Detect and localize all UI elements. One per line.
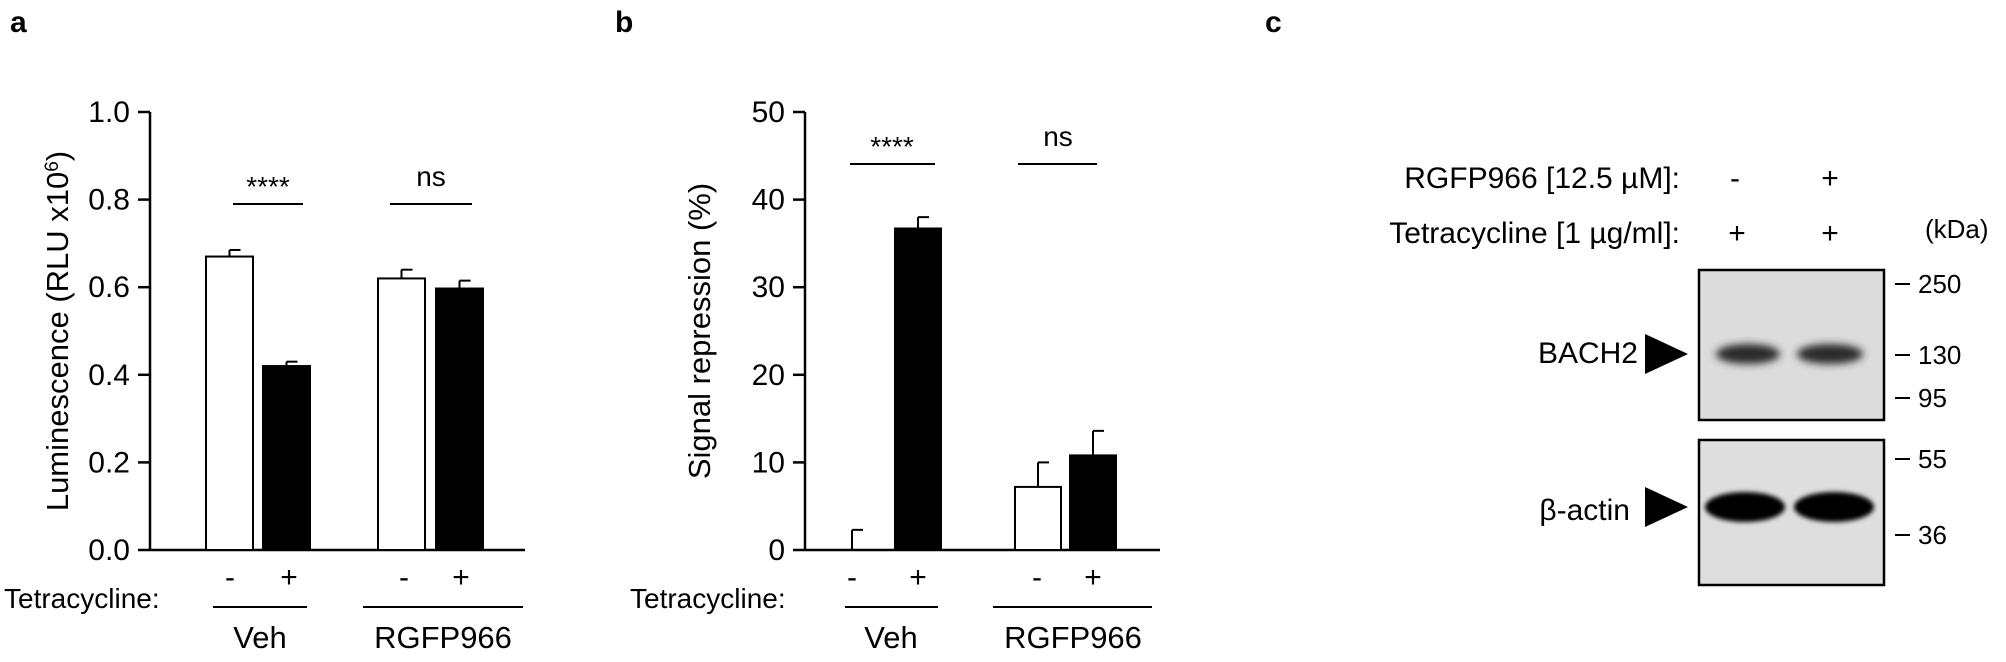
blot-lane1-rgfp-sign: - bbox=[1730, 162, 1740, 195]
treatment-label-tetracycline: Tetracycline [1 µg/ml]: bbox=[1389, 217, 1680, 250]
tet-sign-b-2: + bbox=[909, 561, 927, 594]
bars-a bbox=[205, 248, 484, 552]
group-label-veh-b: Veh bbox=[864, 620, 917, 655]
tet-sign-b-1: - bbox=[847, 561, 857, 594]
group-label-rgfp-b: RGFP966 bbox=[1004, 620, 1142, 655]
bar-a-2 bbox=[377, 277, 426, 551]
tet-sign-b-3: - bbox=[1032, 561, 1042, 594]
band-bach2-lane1 bbox=[1716, 344, 1780, 364]
protein-label-bach2: BACH2 bbox=[1538, 337, 1638, 370]
blot-bach2 bbox=[1697, 268, 1886, 422]
bar-a-1 bbox=[262, 365, 311, 552]
panel-letter-b: b bbox=[615, 6, 633, 39]
band-bach2-lane2 bbox=[1797, 344, 1863, 364]
tetracycline-row-label-b: Tetracycline: bbox=[630, 583, 786, 614]
bar-a-0 bbox=[205, 255, 254, 551]
sig-label-veh-a: **** bbox=[246, 171, 290, 202]
marker-55: 55 bbox=[1918, 444, 1947, 474]
y-tick-label-b-3: 30 bbox=[752, 271, 785, 304]
tet-sign-a-3: - bbox=[399, 561, 409, 594]
panel-letter-c: c bbox=[1265, 6, 1282, 39]
tet-sign-b-4: + bbox=[1084, 561, 1102, 594]
y-ticks-a: 0.0 0.2 0.4 0.6 0.8 1.0 bbox=[88, 96, 150, 567]
y-tick-label-a-1: 0.2 bbox=[88, 446, 130, 479]
y-tick-label-a-2: 0.4 bbox=[88, 359, 130, 392]
y-tick-label-a-3: 0.6 bbox=[88, 271, 130, 304]
y-tick-label-a-5: 1.0 bbox=[88, 96, 130, 129]
arrowhead-bach2-icon bbox=[1645, 334, 1688, 374]
bar-b-3 bbox=[1069, 454, 1117, 551]
panel-a: a 0.0 0.2 0.4 0.6 0.8 1.0 Luminescence (RLU x… bbox=[4, 6, 525, 655]
group-label-rgfp-a: RGFP966 bbox=[374, 620, 512, 655]
y-tick-label-b-4: 40 bbox=[752, 184, 785, 217]
sig-label-rgfp-a: ns bbox=[416, 161, 446, 192]
blot-lane2-rgfp-sign: + bbox=[1821, 162, 1839, 195]
marker-95: 95 bbox=[1918, 383, 1947, 413]
y-tick-label-b-0: 0 bbox=[768, 534, 785, 567]
panel-letter-a: a bbox=[10, 6, 27, 39]
bars-b bbox=[851, 216, 1117, 552]
y-axis-label-a: Luminescence (RLU x106) bbox=[40, 151, 75, 511]
blot-lane1-tet-sign: + bbox=[1728, 217, 1746, 250]
band-actin-lane2 bbox=[1794, 492, 1874, 522]
kda-unit-label: (kDa) bbox=[1925, 214, 1989, 244]
tet-sign-a-1: - bbox=[225, 561, 235, 594]
protein-label-beta-actin: β-actin bbox=[1539, 494, 1630, 527]
tetracycline-row-label-a: Tetracycline: bbox=[4, 583, 160, 614]
bar-a-3 bbox=[435, 287, 484, 551]
panel-b: b 0 10 20 30 40 50 Signal repression (%) ****… bbox=[615, 6, 1160, 655]
y-tick-label-a-0: 0.0 bbox=[88, 534, 130, 567]
panel-c: c RGFP966 [12.5 µM]: - + Tetracycline [1… bbox=[1265, 6, 1989, 587]
band-actin-lane1 bbox=[1705, 492, 1785, 522]
bar-b-2 bbox=[1014, 485, 1062, 552]
y-tick-label-b-2: 20 bbox=[752, 359, 785, 392]
bar-b-1 bbox=[894, 227, 942, 551]
marker-36: 36 bbox=[1918, 520, 1947, 550]
sig-label-rgfp-b: ns bbox=[1043, 121, 1073, 152]
marker-250: 250 bbox=[1918, 269, 1961, 299]
blot-lane2-tet-sign: + bbox=[1821, 217, 1839, 250]
y-tick-label-a-4: 0.8 bbox=[88, 184, 130, 217]
y-ticks-b: 0 10 20 30 40 50 bbox=[752, 96, 805, 567]
treatment-label-rgfp966: RGFP966 [12.5 µM]: bbox=[1404, 162, 1680, 195]
y-tick-label-b-1: 10 bbox=[752, 446, 785, 479]
y-axis-label-b: Signal repression (%) bbox=[682, 183, 717, 479]
tet-sign-a-2: + bbox=[280, 561, 298, 594]
y-tick-label-b-5: 50 bbox=[752, 96, 785, 129]
marker-130: 130 bbox=[1918, 340, 1961, 370]
tet-sign-a-4: + bbox=[452, 561, 470, 594]
group-label-veh-a: Veh bbox=[233, 620, 286, 655]
arrowhead-actin-icon bbox=[1645, 487, 1688, 527]
sig-label-veh-b: **** bbox=[870, 131, 914, 162]
blot-beta-actin bbox=[1697, 438, 1886, 587]
